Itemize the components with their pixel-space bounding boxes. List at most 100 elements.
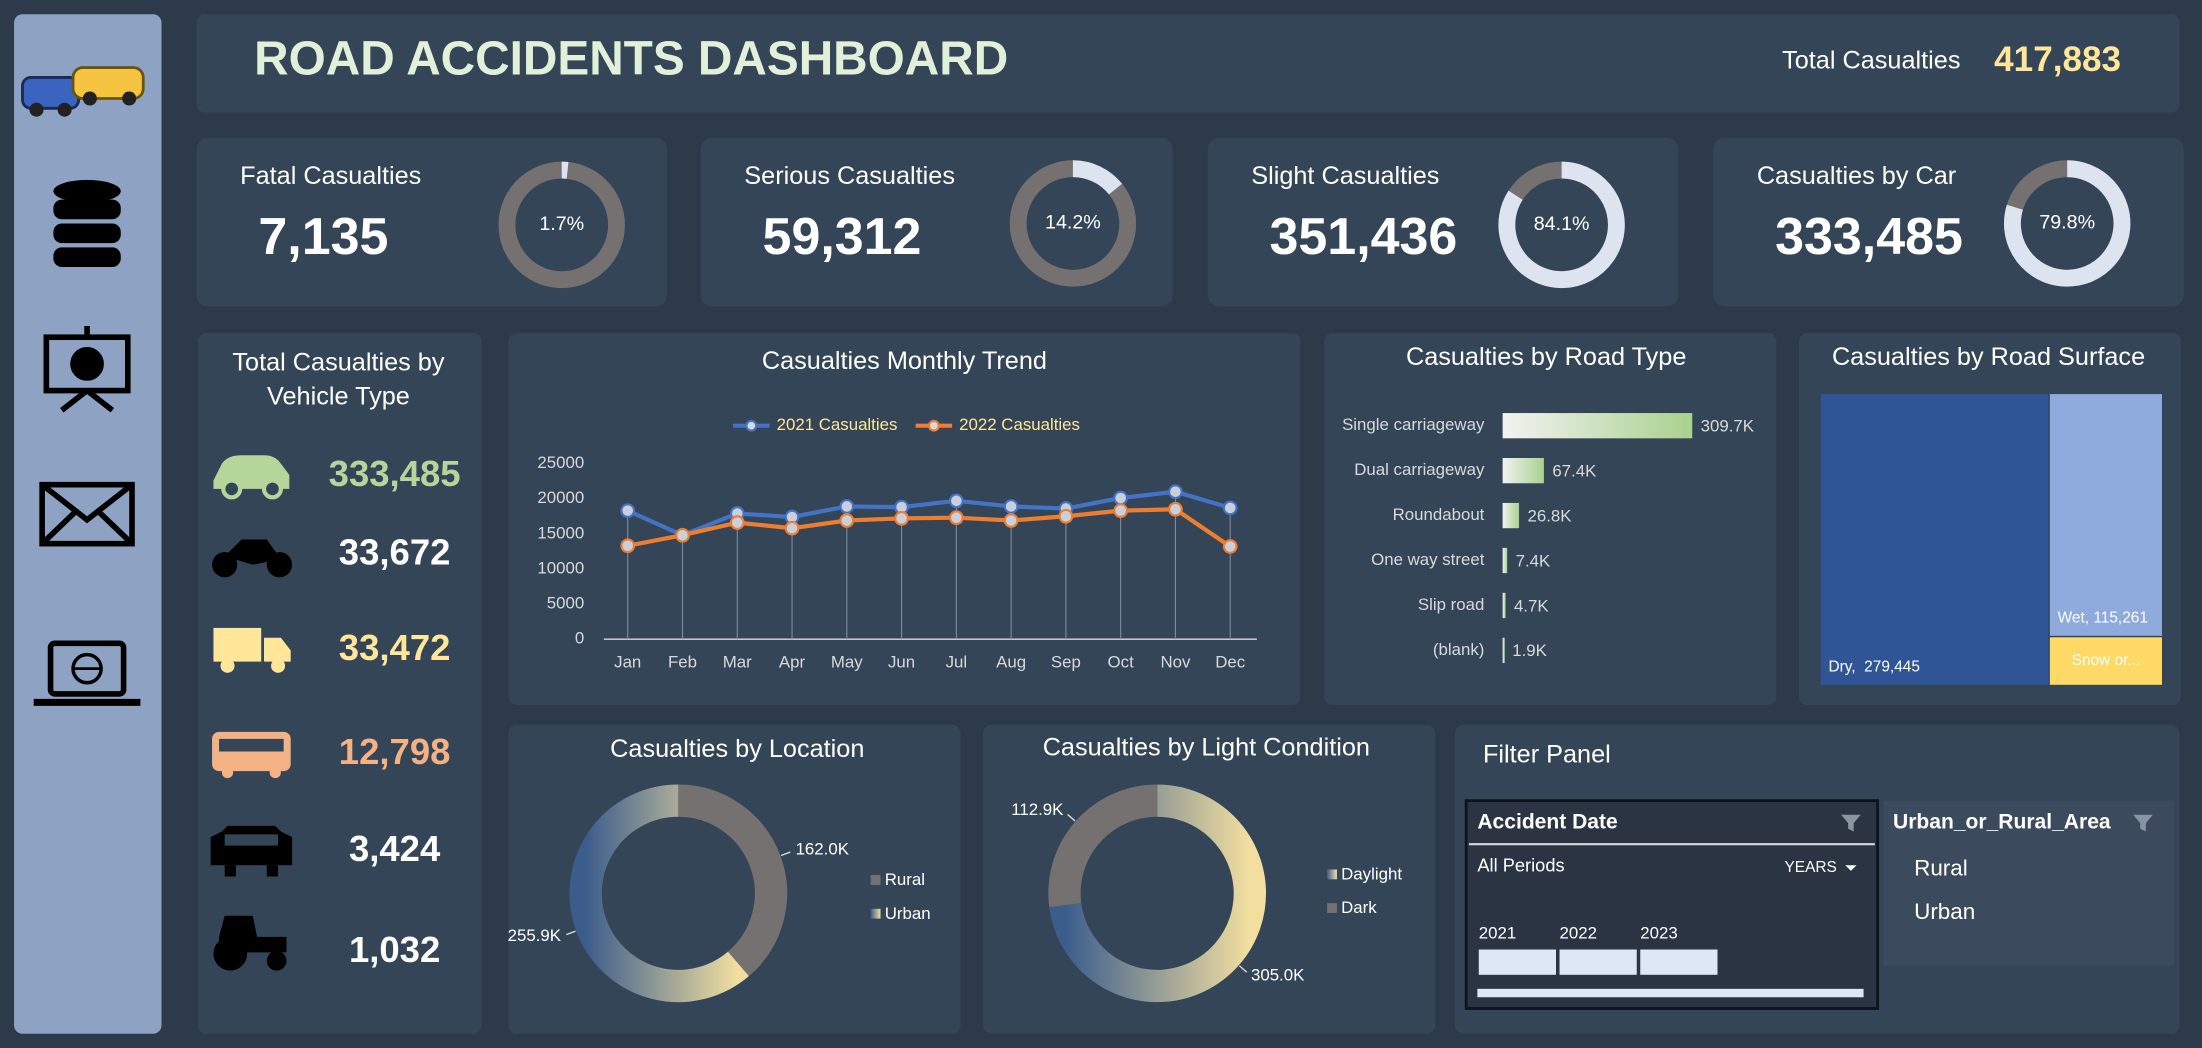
wheel <box>221 478 243 500</box>
legend-label[interactable]: 2022 Casualties <box>959 415 1080 434</box>
data-point <box>1003 499 1019 514</box>
donut-segment[interactable] <box>569 784 749 1003</box>
value-label: 26.8K <box>1527 506 1572 525</box>
legend-marker <box>745 419 758 432</box>
value-label: 67.4K <box>1552 461 1597 480</box>
slicer-title: Accident Date <box>1477 811 1617 834</box>
bar <box>1502 592 1506 619</box>
slicer-item[interactable]: Rural <box>1914 855 1968 880</box>
legend-label[interactable]: Dark <box>1341 898 1377 917</box>
data-point <box>1058 508 1074 524</box>
x-tick-label: Aug <box>996 652 1026 671</box>
year-label: 2023 <box>1640 924 1677 943</box>
category-label: Single carriageway <box>1342 415 1485 434</box>
board-leg <box>85 388 115 413</box>
clear-filter-icon[interactable] <box>2133 814 2153 832</box>
kpi-arc <box>1072 160 1123 195</box>
treemap-tile[interactable] <box>2048 392 2164 638</box>
wheel <box>266 950 287 971</box>
timeline-scrollbar[interactable] <box>1477 988 1864 998</box>
tractor-body <box>219 915 287 953</box>
donut-segment[interactable] <box>1048 784 1158 908</box>
year-bar[interactable] <box>1478 949 1557 975</box>
database-icon[interactable] <box>53 179 121 268</box>
db-disk <box>53 199 121 220</box>
vehicle-value: 33,472 <box>339 627 451 668</box>
kpi-percent: 84.1% <box>1534 213 1590 235</box>
year-bar[interactable] <box>1559 949 1637 975</box>
board-pie <box>70 347 104 381</box>
donut-segment[interactable] <box>677 784 788 977</box>
kpi-percent: 14.2% <box>1045 212 1101 234</box>
leader-line <box>566 930 576 936</box>
header-panel <box>196 14 2180 113</box>
legend-swatch <box>870 908 881 919</box>
legend-label[interactable]: Daylight <box>1341 865 1402 884</box>
year-bar[interactable] <box>1640 949 1718 975</box>
logo-wheel <box>57 102 72 117</box>
envelope-flap <box>40 482 134 524</box>
data-point <box>948 510 964 526</box>
data-point <box>675 527 690 543</box>
category-label: Slip road <box>1418 595 1484 614</box>
series-line <box>627 507 1232 549</box>
value-label: 309.7K <box>1701 417 1755 436</box>
legend-label[interactable]: Urban <box>885 904 931 923</box>
data-point <box>729 515 745 530</box>
x-tick-label: Jul <box>946 652 968 671</box>
legend-label[interactable]: Rural <box>885 870 925 889</box>
leader-line <box>780 851 791 857</box>
x-tick-label: Oct <box>1108 652 1135 671</box>
data-point <box>1222 500 1238 516</box>
vehicle-value: 33,672 <box>339 532 451 573</box>
y-tick-label: 25000 <box>537 453 584 472</box>
bar <box>1502 547 1508 574</box>
dropdown-arrow[interactable] <box>1845 865 1857 871</box>
van-window <box>224 834 279 846</box>
donut-segment[interactable] <box>1049 784 1266 1003</box>
unit-dropdown[interactable]: YEARS <box>1785 859 1837 876</box>
treemap-tile[interactable] <box>1819 392 2050 687</box>
y-tick-label: 20000 <box>537 488 584 507</box>
tile-label: Snow or... <box>2072 652 2141 669</box>
treemap-tile[interactable] <box>2048 635 2164 687</box>
data-point <box>839 499 855 514</box>
chart-title: Casualties by Light Condition <box>1043 733 1370 761</box>
legend-label[interactable]: 2021 Casualties <box>777 415 898 434</box>
chart-title: Casualties by Location <box>610 735 864 763</box>
mail-icon[interactable] <box>39 481 135 547</box>
category-label: One way street <box>1371 550 1485 569</box>
kpi-percent: 79.8% <box>2039 212 2095 234</box>
legend-marker <box>927 419 940 432</box>
data-point <box>839 513 855 528</box>
kpi-value: 59,312 <box>763 208 922 266</box>
wheel <box>220 658 235 673</box>
kpi-title: Serious Casualties <box>744 162 955 190</box>
chart-title: Casualties Monthly Trend <box>762 347 1047 375</box>
kpi-value: 351,436 <box>1270 208 1458 266</box>
slicer-item[interactable]: Urban <box>1914 899 1975 924</box>
dashboard-title: ROAD ACCIDENTS DASHBOARD <box>254 33 1008 86</box>
data-point <box>784 520 800 536</box>
x-tick-label: Dec <box>1215 652 1245 671</box>
clear-filter-icon[interactable] <box>1841 814 1861 832</box>
timeline: 2021 2022 2023 <box>1478 924 1718 975</box>
kpi-title: Fatal Casualties <box>240 162 421 190</box>
vehicle-value: 3,424 <box>349 828 441 869</box>
wheel <box>266 865 279 877</box>
area-slicer[interactable] <box>1883 800 2174 967</box>
wheel <box>224 865 236 877</box>
laptop-icon[interactable] <box>33 640 141 706</box>
total-value: 417,883 <box>1994 40 2121 79</box>
presentation-icon[interactable] <box>43 325 131 413</box>
x-tick-label: Feb <box>668 652 697 671</box>
y-tick-label: 5000 <box>547 594 584 613</box>
vehicle-value: 1,032 <box>349 929 440 970</box>
slicer-title: Urban_or_Rural_Area <box>1893 811 2111 834</box>
truck-cab <box>264 637 291 662</box>
wheel <box>271 658 286 673</box>
wheel <box>269 766 281 779</box>
kpi-value: 7,135 <box>258 208 388 266</box>
